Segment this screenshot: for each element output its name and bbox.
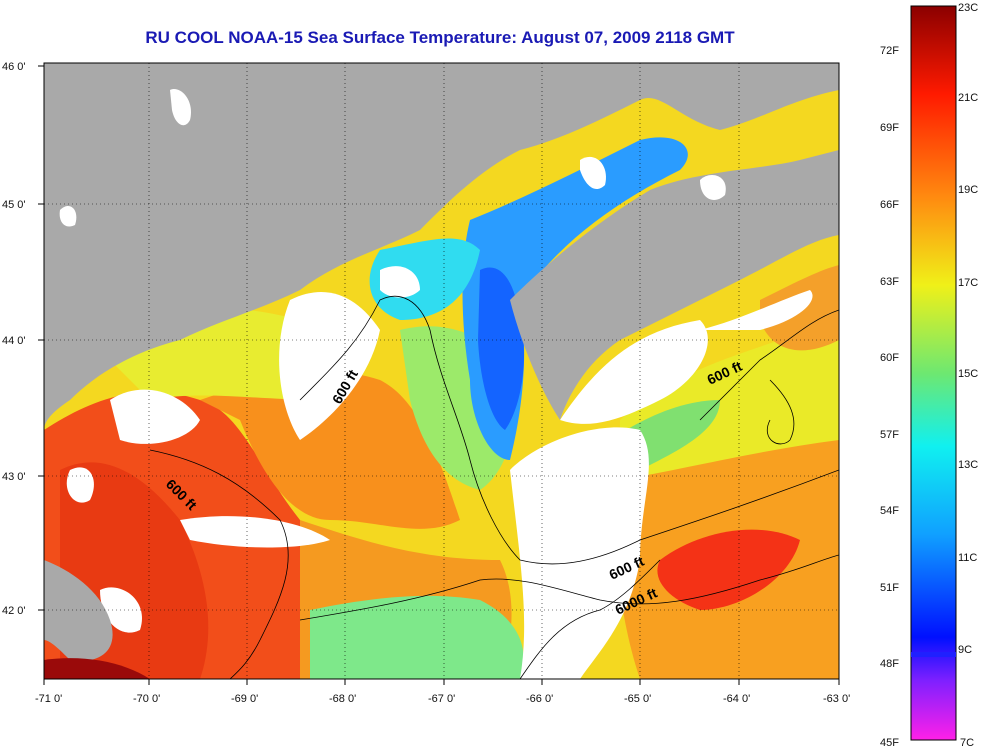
fahrenheit-label: 60F bbox=[880, 352, 899, 364]
colorbar-scale bbox=[910, 5, 957, 741]
fahrenheit-label: 51F bbox=[880, 582, 899, 594]
land-mass bbox=[44, 63, 839, 661]
fahrenheit-label: 45F bbox=[880, 737, 899, 749]
fahrenheit-label: 48F bbox=[880, 658, 899, 670]
cyan-sst-fundy-mouth bbox=[369, 238, 480, 320]
fahrenheit-label: 72F bbox=[880, 45, 899, 57]
orange-sst-band bbox=[200, 371, 460, 529]
x-tick-label: -69 0' bbox=[231, 693, 258, 705]
y-tick-label: 46 0' bbox=[2, 61, 26, 73]
y-tick-label: 42 0' bbox=[2, 605, 26, 617]
fahrenheit-label: 69F bbox=[880, 122, 899, 134]
celsius-label: 17C bbox=[958, 277, 978, 289]
celsius-label: 19C bbox=[958, 184, 978, 196]
fahrenheit-label: 57F bbox=[880, 429, 899, 441]
x-tick-label: -64 0' bbox=[723, 693, 750, 705]
celsius-label: 7C bbox=[960, 737, 974, 749]
cloud-mask bbox=[66, 266, 813, 679]
y-tick-label: 43 0' bbox=[2, 471, 26, 483]
hottest-sst-southwest-corner bbox=[44, 658, 150, 679]
map-frame bbox=[43, 62, 840, 680]
x-tick-label: -67 0' bbox=[428, 693, 455, 705]
celsius-label: 21C bbox=[958, 92, 978, 104]
colorbar-fahrenheit-labels: 72F 69F 66F 63F 60F 57F 54F 51F 48F 45F bbox=[880, 45, 899, 749]
fahrenheit-label: 54F bbox=[880, 505, 899, 517]
red-sst-georges-east bbox=[657, 529, 800, 610]
celsius-label: 9C bbox=[958, 644, 972, 656]
y-tick-label: 44 0' bbox=[2, 335, 26, 347]
x-tick-label: -66 0' bbox=[526, 693, 553, 705]
celsius-label: 13C bbox=[958, 459, 978, 471]
chart-title: RU COOL NOAA-15 Sea Surface Temperature:… bbox=[145, 28, 735, 47]
cool-sst-south bbox=[310, 595, 524, 679]
colorbar: 23C 21C 19C 17C 15C 13C 11C 9C 7C 72F 69… bbox=[880, 2, 978, 749]
land-cape-cod bbox=[44, 560, 113, 661]
x-tick-label: -70 0' bbox=[133, 693, 160, 705]
x-tick-label: -63 0' bbox=[823, 693, 850, 705]
land-new-england bbox=[44, 63, 839, 430]
celsius-label: 23C bbox=[958, 2, 978, 14]
land-nova-scotia bbox=[510, 150, 839, 420]
colorbar-celsius-labels: 23C 21C 19C 17C 15C 13C 11C 9C 7C bbox=[958, 2, 978, 749]
y-tick-label: 45 0' bbox=[2, 199, 26, 211]
axis-ticks bbox=[38, 65, 840, 685]
graticule bbox=[44, 63, 839, 679]
x-axis-labels: -71 0' -70 0' -69 0' -68 0' -67 0' -66 0… bbox=[35, 693, 850, 705]
colorbar-cutoff bbox=[911, 652, 956, 657]
celsius-label: 11C bbox=[958, 552, 977, 564]
x-tick-label: -68 0' bbox=[329, 693, 356, 705]
x-tick-label: -71 0' bbox=[35, 693, 62, 705]
y-axis-labels: 46 0' 45 0' 44 0' 43 0' 42 0' bbox=[2, 61, 26, 617]
x-tick-label: -65 0' bbox=[624, 693, 651, 705]
celsius-label: 15C bbox=[958, 368, 978, 380]
map-body: 600 ft 600 ft 600 ft 600 ft 6000 ft 600 … bbox=[44, 63, 839, 679]
lakes bbox=[59, 89, 726, 227]
fahrenheit-label: 66F bbox=[880, 199, 899, 211]
fahrenheit-label: 63F bbox=[880, 276, 899, 288]
